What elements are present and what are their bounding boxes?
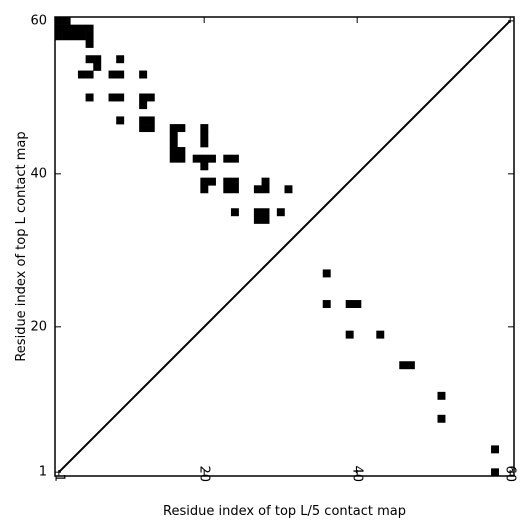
contact-cell-upper: [230, 177, 239, 186]
contact-cell-upper: [223, 177, 232, 186]
contact-cell-lower: [491, 445, 499, 454]
contact-cell-upper: [261, 177, 270, 186]
lower-contacts-group: [322, 269, 499, 477]
y-tick-label: 1: [39, 465, 47, 480]
x-tick-label: 20: [197, 465, 212, 482]
contact-cell-upper: [169, 124, 178, 133]
contact-cell-upper: [77, 70, 86, 79]
contact-cell-upper: [85, 93, 94, 102]
contact-cell-upper: [169, 131, 178, 140]
contact-cell-upper: [85, 55, 94, 64]
contact-cell-upper: [139, 70, 148, 79]
contact-cell-upper: [261, 185, 270, 194]
contact-cell-lower: [322, 300, 331, 308]
contact-cell-upper: [62, 24, 71, 33]
axis-ticks: 1 20 40 60 1 20 40 60: [30, 13, 517, 482]
contact-cell-upper: [200, 124, 209, 133]
contact-cell-upper: [200, 185, 209, 194]
y-axis-label: Residue index of top L contact map: [14, 131, 29, 361]
contact-cell-upper: [85, 70, 94, 79]
contact-cell-upper: [253, 208, 262, 217]
contact-cell-upper: [208, 154, 216, 163]
contact-cell-upper: [85, 24, 94, 33]
contact-cell-upper: [93, 62, 102, 71]
contact-cell-upper: [177, 154, 186, 163]
contact-cell-upper: [177, 147, 186, 155]
contact-cell-lower: [322, 269, 331, 278]
contact-cell-lower: [353, 300, 362, 308]
contact-cell-upper: [200, 139, 209, 148]
y-tick-label: 60: [30, 13, 47, 28]
contact-cell-upper: [230, 185, 239, 194]
contact-cell-upper: [200, 154, 209, 163]
contact-cell-upper: [146, 124, 155, 133]
contact-cell-upper: [93, 55, 102, 64]
contact-cell-lower: [345, 300, 354, 308]
contact-cell-upper: [70, 24, 79, 33]
contact-cell-upper: [108, 93, 117, 102]
contact-cell-upper: [200, 131, 209, 140]
contact-cell-upper: [139, 93, 148, 102]
contact-cell-upper: [116, 55, 125, 64]
contact-cell-upper: [116, 93, 125, 102]
contact-cell-upper: [116, 70, 125, 79]
contact-cell-upper: [139, 116, 148, 125]
contact-cell-lower: [491, 468, 499, 477]
contact-cell-lower: [345, 330, 354, 339]
contact-cell-upper: [62, 17, 71, 25]
contact-cell-lower: [437, 391, 446, 400]
x-tick-label: 1: [51, 474, 66, 482]
contact-cell-upper: [62, 32, 71, 41]
contact-cell-upper: [223, 185, 232, 194]
contact-cell-upper: [177, 124, 186, 133]
y-tick-label: 20: [30, 319, 47, 334]
contact-cell-upper: [85, 39, 94, 48]
contact-cell-upper: [116, 116, 125, 125]
contact-cell-upper: [55, 24, 63, 33]
contact-cell-upper: [108, 70, 117, 79]
contact-cell-lower: [376, 330, 385, 339]
contact-cell-upper: [55, 32, 63, 41]
x-axis-label: Residue index of top L/5 contact map: [163, 504, 406, 519]
upper-contacts-group: [55, 17, 293, 224]
contact-cell-upper: [169, 139, 178, 148]
x-tick-label: 60: [503, 465, 518, 482]
contact-cell-upper: [146, 93, 155, 102]
contact-cell-upper: [139, 124, 148, 133]
contact-cell-upper: [200, 162, 209, 171]
plot-frame: [54, 16, 515, 477]
contact-cell-upper: [169, 147, 178, 155]
contact-cell-upper: [85, 32, 94, 41]
contact-cell-upper: [169, 154, 178, 163]
contact-cell-upper: [284, 185, 293, 194]
x-tick-label: 40: [350, 465, 365, 482]
diagonal-line: [58, 20, 511, 473]
contact-cell-upper: [223, 154, 232, 163]
contact-cell-upper: [253, 215, 262, 224]
contact-cell-upper: [139, 101, 148, 110]
contact-cell-upper: [276, 208, 285, 217]
contact-cell-upper: [261, 208, 270, 217]
contact-cell-upper: [230, 208, 239, 217]
contact-cell-upper: [230, 154, 239, 163]
contact-cell-lower: [437, 414, 446, 423]
contact-cell-upper: [200, 177, 209, 186]
contact-cell-upper: [261, 215, 270, 224]
contact-cell-upper: [192, 154, 201, 163]
y-tick-label: 40: [30, 166, 47, 181]
contact-cell-upper: [253, 185, 262, 194]
contact-cell-upper: [208, 177, 216, 186]
contact-cell-upper: [70, 32, 79, 41]
contact-cell-upper: [146, 116, 155, 125]
contact-cell-lower: [406, 361, 415, 370]
contact-cell-upper: [77, 24, 86, 33]
contact-cell-lower: [399, 361, 408, 370]
contact-cell-upper: [77, 32, 86, 41]
